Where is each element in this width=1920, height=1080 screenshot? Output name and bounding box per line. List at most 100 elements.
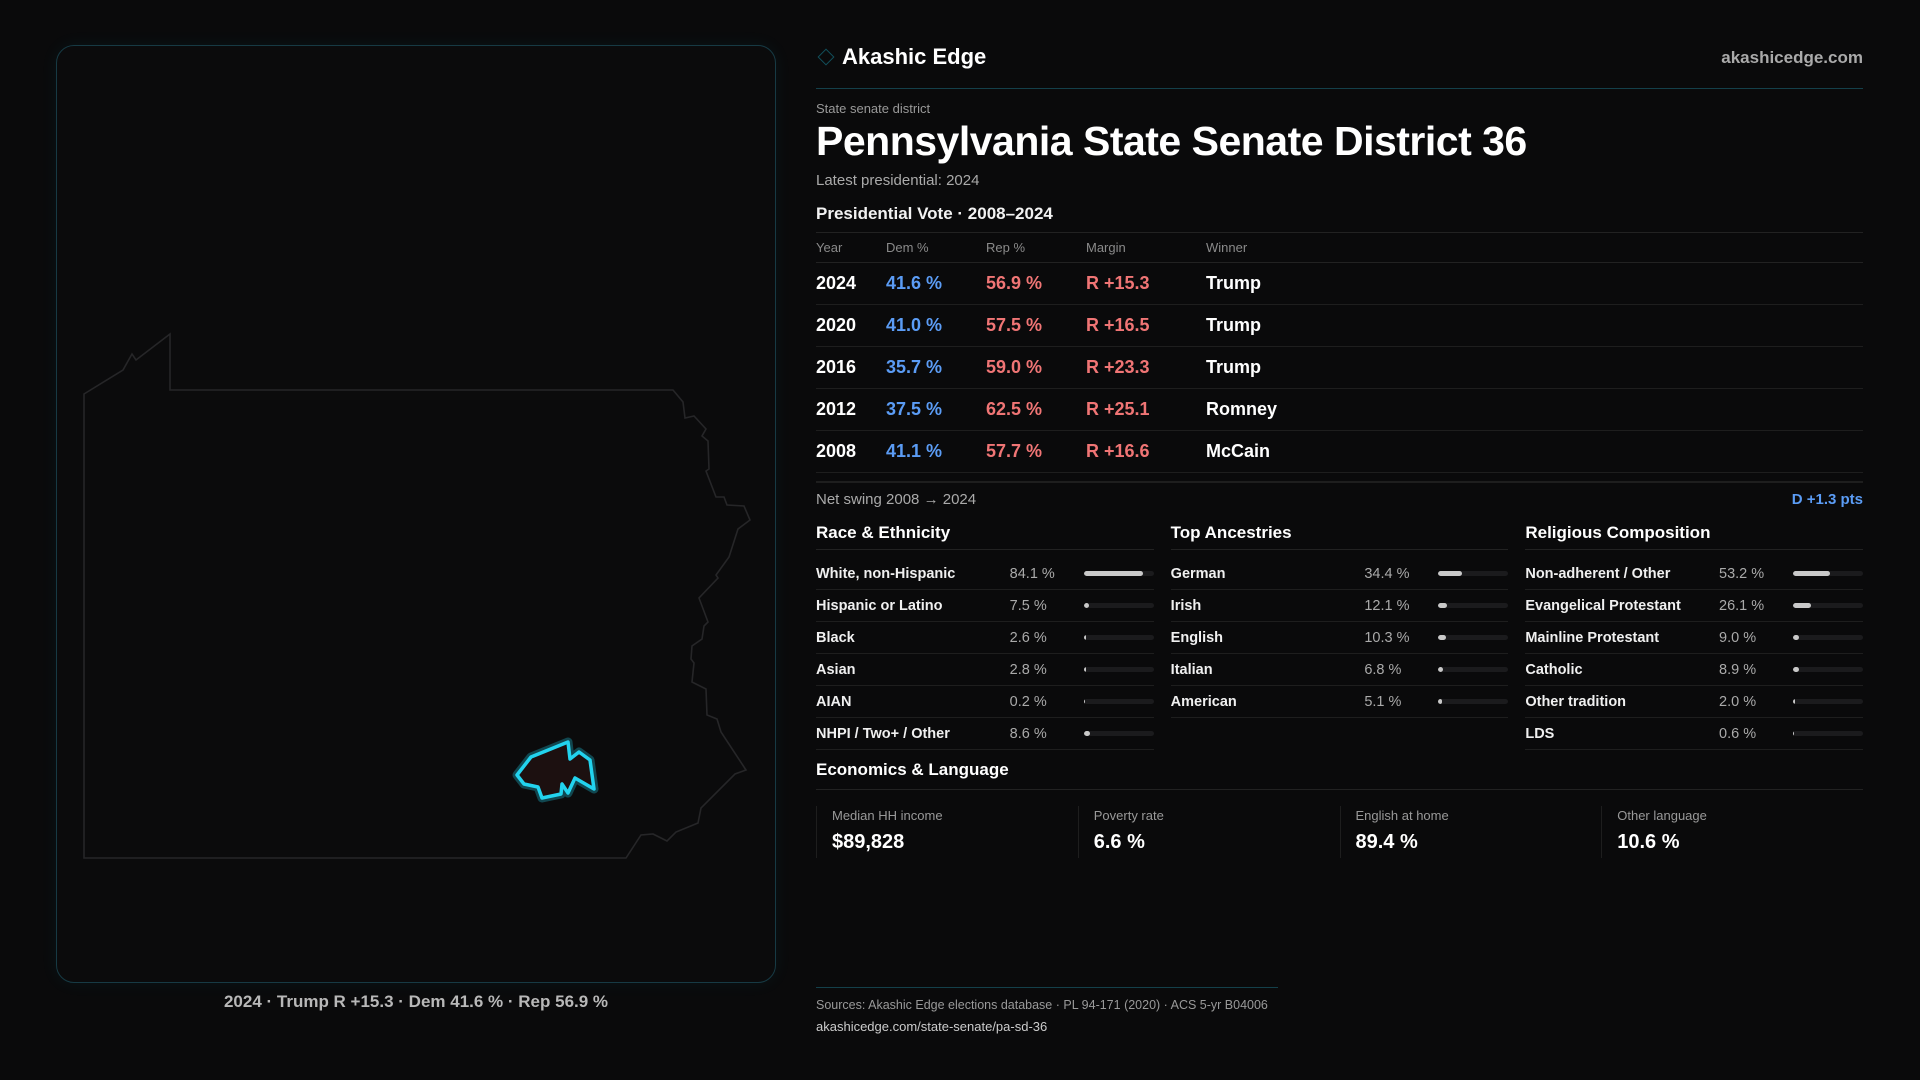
col-margin: Margin <box>1086 240 1126 255</box>
row-label: White, non-Hispanic <box>816 565 956 582</box>
share-bar-fill <box>1793 635 1800 640</box>
brand[interactable]: Akashic Edge <box>816 44 986 70</box>
row-label: Catholic <box>1525 661 1583 678</box>
share-bar-fill <box>1083 603 1089 608</box>
share-bar <box>1438 603 1509 608</box>
map-panel <box>56 45 776 983</box>
swing-label: Net swing 2008 → 2024 <box>816 491 977 508</box>
share-bar-fill <box>1083 731 1090 736</box>
row-percent: 0.6 % <box>1719 725 1757 742</box>
winner-cell: Trump <box>1206 273 1262 293</box>
row-label: English <box>1170 629 1224 646</box>
share-bar <box>1793 667 1864 672</box>
stat-label: Other language <box>1617 808 1707 823</box>
col-winner: Winner <box>1206 240 1248 255</box>
share-bar-fill <box>1083 571 1143 576</box>
margin-cell: R +16.5 <box>1086 315 1150 335</box>
rep-cell: 59.0 % <box>986 357 1043 377</box>
latest-presidential: Latest presidential: 2024 <box>816 172 980 189</box>
stat-value: 89.4 % <box>1355 831 1418 853</box>
share-bar-fill <box>1438 571 1463 576</box>
diamond-icon <box>817 48 835 66</box>
demographic-group: Top Ancestries German 34.4 % Irish 12.1 % Eng… <box>1170 520 1509 750</box>
row-percent: 2.8 % <box>1009 661 1047 678</box>
table-row: 2012 37.5 % 62.5 % R +25.1 Romney <box>816 389 1863 431</box>
share-bar <box>1438 635 1509 640</box>
table-row: 2008 41.1 % 57.7 % R +16.6 McCain <box>816 431 1863 473</box>
year-cell: 2016 <box>816 357 857 377</box>
stat-card: Other language 10.6 % <box>1601 806 1863 858</box>
economics-heading: Economics & Language <box>816 760 1863 790</box>
group-heading: Religious Composition <box>1525 520 1864 550</box>
share-bar <box>1083 699 1154 704</box>
economics-stats: Median HH income $89,828 Poverty rate 6.6 %… <box>816 806 1863 858</box>
share-bar-fill <box>1438 635 1446 640</box>
row-label: Evangelical Protestant <box>1525 597 1681 614</box>
row-percent: 0.2 % <box>1009 693 1047 710</box>
year-cell: 2024 <box>816 273 857 293</box>
demographic-row: English 10.3 % <box>1170 622 1509 654</box>
stat-value: $89,828 <box>832 831 905 853</box>
row-percent: 5.1 % <box>1364 693 1402 710</box>
table-row: 2020 41.0 % 57.5 % R +16.5 Trump <box>816 305 1863 347</box>
demographic-row: Black 2.6 % <box>816 622 1154 654</box>
row-label: American <box>1170 693 1237 710</box>
share-bar-fill <box>1438 603 1447 608</box>
district-type: State senate district <box>816 101 931 116</box>
presidential-heading: Presidential Vote · 2008–2024 <box>816 204 1053 223</box>
stat-value: 10.6 % <box>1617 831 1680 853</box>
stat-value: 6.6 % <box>1093 831 1145 853</box>
dem-cell: 41.0 % <box>886 315 943 335</box>
share-bar <box>1083 667 1154 672</box>
demographic-row: Italian 6.8 % <box>1170 654 1509 686</box>
stat-card: Poverty rate 6.6 % <box>1077 806 1340 858</box>
row-label: Italian <box>1170 661 1213 678</box>
dem-cell: 35.7 % <box>886 357 943 377</box>
share-bar <box>1793 699 1864 704</box>
share-bar <box>1438 699 1509 704</box>
share-bar-fill <box>1793 571 1831 576</box>
demographic-row: German 34.4 % <box>1170 558 1509 590</box>
demographic-group: Race & Ethnicity White, non-Hispanic 84.1 … <box>816 520 1154 750</box>
row-percent: 84.1 % <box>1009 565 1055 582</box>
row-percent: 26.1 % <box>1719 597 1765 614</box>
share-bar-fill <box>1793 667 1800 672</box>
demographic-row: Catholic 8.9 % <box>1525 654 1864 686</box>
demographic-row: AIAN 0.2 % <box>816 686 1154 718</box>
share-bar <box>1438 571 1509 576</box>
row-label: Black <box>816 629 855 646</box>
row-label: Other tradition <box>1525 693 1627 710</box>
presidential-table: Year Dem % Rep % Margin Winner 2024 41.6 … <box>816 232 1863 473</box>
demographic-row: Non-adherent / Other 53.2 % <box>1525 558 1864 590</box>
share-bar-fill <box>1793 603 1812 608</box>
table-header: Year Dem % Rep % Margin Winner <box>816 233 1863 263</box>
row-percent: 8.6 % <box>1009 725 1047 742</box>
brand-name: Akashic Edge <box>842 44 987 69</box>
row-percent: 34.4 % <box>1364 565 1410 582</box>
row-label: NHPI / Two+ / Other <box>816 725 950 742</box>
row-percent: 2.0 % <box>1719 693 1757 710</box>
row-label: Non-adherent / Other <box>1525 565 1671 582</box>
row-percent: 12.1 % <box>1364 597 1410 614</box>
col-rep: Rep % <box>986 240 1026 255</box>
row-percent: 6.8 % <box>1364 661 1402 678</box>
share-bar-fill <box>1083 635 1086 640</box>
map-caption: 2024 · Trump R +15.3 · Dem 41.6 % · Rep … <box>223 992 609 1011</box>
winner-cell: Romney <box>1206 399 1278 419</box>
row-percent: 9.0 % <box>1719 629 1757 646</box>
stat-card: English at home 89.4 % <box>1339 806 1602 858</box>
col-year: Year <box>816 240 843 255</box>
row-percent: 8.9 % <box>1719 661 1757 678</box>
rep-cell: 56.9 % <box>986 273 1043 293</box>
share-bar <box>1793 571 1864 576</box>
row-percent: 53.2 % <box>1719 565 1765 582</box>
page-url[interactable]: akashicedge.com/state-senate/pa-sd-36 <box>816 1019 1048 1034</box>
page-title: Pennsylvania State Senate District 36 <box>816 118 1527 164</box>
stat-card: Median HH income $89,828 <box>816 806 1078 858</box>
site-link[interactable]: akashicedge.com <box>1721 48 1863 67</box>
stat-label: English at home <box>1355 808 1449 823</box>
demographic-row: Other tradition 2.0 % <box>1525 686 1864 718</box>
group-heading: Top Ancestries <box>1170 520 1509 550</box>
row-label: Hispanic or Latino <box>816 597 943 614</box>
year-cell: 2012 <box>816 399 857 419</box>
